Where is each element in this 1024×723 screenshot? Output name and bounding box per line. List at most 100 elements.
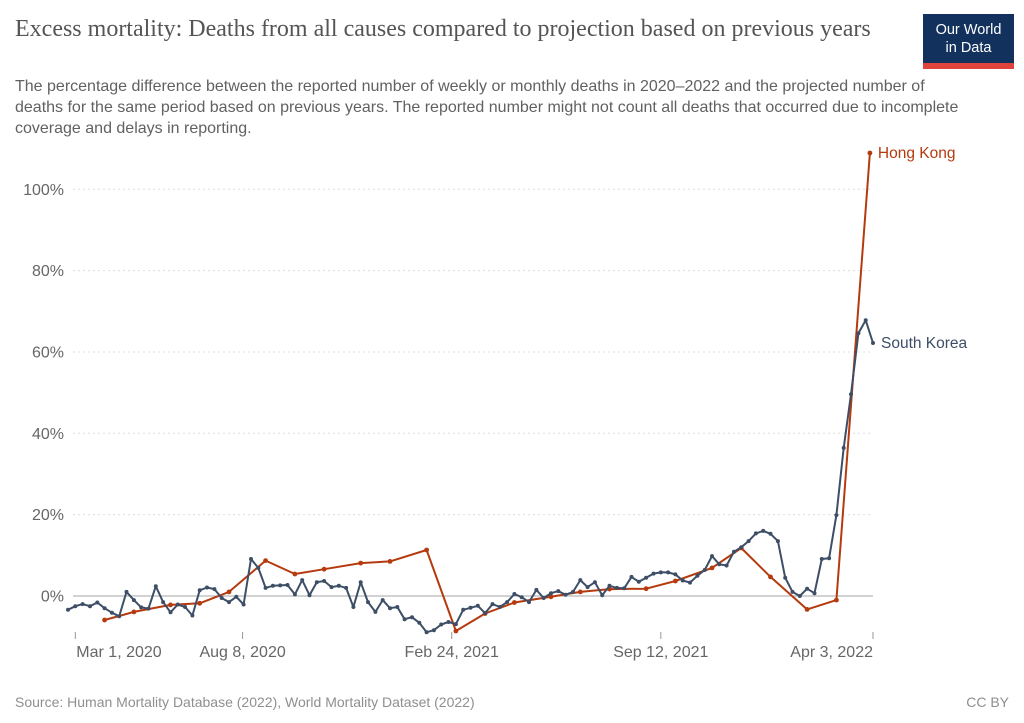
series-point-south-korea[interactable] [256, 565, 261, 570]
series-point-south-korea[interactable] [505, 600, 510, 605]
series-point-south-korea[interactable] [695, 573, 700, 578]
owid-logo[interactable]: Our World in Data [923, 14, 1014, 69]
series-point-south-korea[interactable] [702, 568, 707, 572]
series-point-south-korea[interactable] [461, 607, 466, 612]
series-point-south-korea[interactable] [270, 583, 275, 588]
series-point-hong-kong[interactable] [709, 565, 715, 571]
series-point-hong-kong[interactable] [387, 559, 393, 564]
series-point-south-korea[interactable] [585, 585, 590, 590]
series-point-south-korea[interactable] [790, 589, 795, 594]
series-point-south-korea[interactable] [117, 614, 122, 619]
series-point-south-korea[interactable] [314, 580, 319, 585]
series-point-hong-kong[interactable] [197, 600, 203, 606]
series-point-south-korea[interactable] [607, 583, 612, 588]
series-point-south-korea[interactable] [131, 598, 136, 603]
series-point-south-korea[interactable] [234, 594, 239, 599]
series-point-hong-kong[interactable] [673, 578, 678, 584]
series-point-hong-kong[interactable] [102, 617, 107, 623]
series-point-south-korea[interactable] [139, 605, 144, 610]
series-point-south-korea[interactable] [856, 331, 861, 336]
series-point-south-korea[interactable] [344, 585, 349, 590]
series-point-south-korea[interactable] [263, 585, 268, 590]
series-point-south-korea[interactable] [651, 571, 656, 576]
series-point-hong-kong[interactable] [512, 600, 517, 605]
series-point-south-korea[interactable] [278, 583, 283, 588]
series-point-hong-kong[interactable] [453, 628, 459, 634]
series-point-hong-kong[interactable] [643, 586, 649, 592]
series-point-south-korea[interactable] [292, 592, 297, 597]
series-point-south-korea[interactable] [468, 605, 473, 610]
series-point-south-korea[interactable] [366, 600, 370, 605]
series-point-south-korea[interactable] [285, 583, 290, 587]
series-point-south-korea[interactable] [446, 620, 451, 624]
series-point-south-korea[interactable] [783, 575, 788, 580]
series-point-south-korea[interactable] [541, 596, 546, 600]
series-point-south-korea[interactable] [124, 589, 129, 594]
series-point-south-korea[interactable] [673, 572, 678, 577]
series-point-hong-kong[interactable] [263, 558, 268, 563]
series-point-south-korea[interactable] [658, 570, 663, 575]
series-point-south-korea[interactable] [153, 584, 158, 589]
series-point-south-korea[interactable] [373, 609, 378, 614]
series-point-hong-kong[interactable] [358, 560, 364, 566]
series-point-south-korea[interactable] [190, 613, 195, 618]
series-point-south-korea[interactable] [168, 610, 173, 615]
series-point-south-korea[interactable] [395, 605, 400, 609]
series-point-south-korea[interactable] [88, 604, 92, 609]
series-point-south-korea[interactable] [212, 587, 217, 592]
series-point-south-korea[interactable] [863, 318, 868, 323]
series-point-south-korea[interactable] [402, 617, 407, 622]
series-point-hong-kong[interactable] [577, 589, 583, 595]
series-point-south-korea[interactable] [578, 578, 583, 583]
series-point-south-korea[interactable] [66, 607, 70, 612]
series-point-south-korea[interactable] [322, 579, 327, 583]
series-point-south-korea[interactable] [600, 593, 605, 598]
series-point-south-korea[interactable] [351, 605, 356, 609]
series-point-south-korea[interactable] [724, 563, 729, 568]
series-point-south-korea[interactable] [388, 606, 392, 611]
series-point-hong-kong[interactable] [321, 566, 327, 572]
series-point-south-korea[interactable] [73, 604, 78, 609]
series-point-south-korea[interactable] [146, 606, 151, 611]
series-point-south-korea[interactable] [644, 575, 649, 580]
license-link[interactable]: CC BY [966, 694, 1009, 710]
series-point-hong-kong[interactable] [804, 607, 810, 612]
series-point-hong-kong[interactable] [226, 589, 232, 595]
series-point-south-korea[interactable] [636, 579, 641, 584]
series-point-south-korea[interactable] [300, 578, 305, 583]
series-point-south-korea[interactable] [571, 589, 575, 594]
series-point-south-korea[interactable] [871, 341, 875, 345]
series-point-south-korea[interactable] [753, 531, 758, 536]
series-point-south-korea[interactable] [95, 600, 100, 605]
series-point-south-korea[interactable] [849, 392, 853, 397]
series-point-south-korea[interactable] [336, 583, 341, 588]
series-point-south-korea[interactable] [102, 606, 107, 611]
series-point-south-korea[interactable] [746, 539, 751, 544]
series-line-hong-kong[interactable] [104, 152, 871, 632]
series-point-south-korea[interactable] [307, 593, 312, 598]
series-point-south-korea[interactable] [431, 628, 436, 633]
series-point-hong-kong[interactable] [292, 571, 298, 577]
series-point-hong-kong[interactable] [168, 602, 173, 608]
series-point-south-korea[interactable] [797, 594, 802, 598]
series-point-south-korea[interactable] [549, 591, 553, 596]
series-point-south-korea[interactable] [161, 600, 166, 605]
series-point-south-korea[interactable] [739, 545, 744, 550]
series-point-south-korea[interactable] [614, 585, 619, 590]
series-point-south-korea[interactable] [197, 588, 202, 593]
series-point-south-korea[interactable] [183, 605, 188, 609]
series-point-hong-kong[interactable] [424, 547, 429, 553]
series-point-south-korea[interactable] [483, 611, 488, 616]
series-point-south-korea[interactable] [812, 591, 817, 596]
series-point-hong-kong[interactable] [131, 609, 137, 615]
series-point-south-korea[interactable] [841, 445, 846, 450]
series-point-south-korea[interactable] [629, 574, 634, 579]
series-point-south-korea[interactable] [227, 600, 231, 605]
series-point-south-korea[interactable] [497, 605, 502, 609]
series-point-south-korea[interactable] [666, 570, 671, 575]
series-point-south-korea[interactable] [175, 602, 180, 607]
series-point-south-korea[interactable] [380, 598, 385, 603]
series-point-south-korea[interactable] [329, 585, 334, 590]
series-point-south-korea[interactable] [688, 580, 692, 585]
